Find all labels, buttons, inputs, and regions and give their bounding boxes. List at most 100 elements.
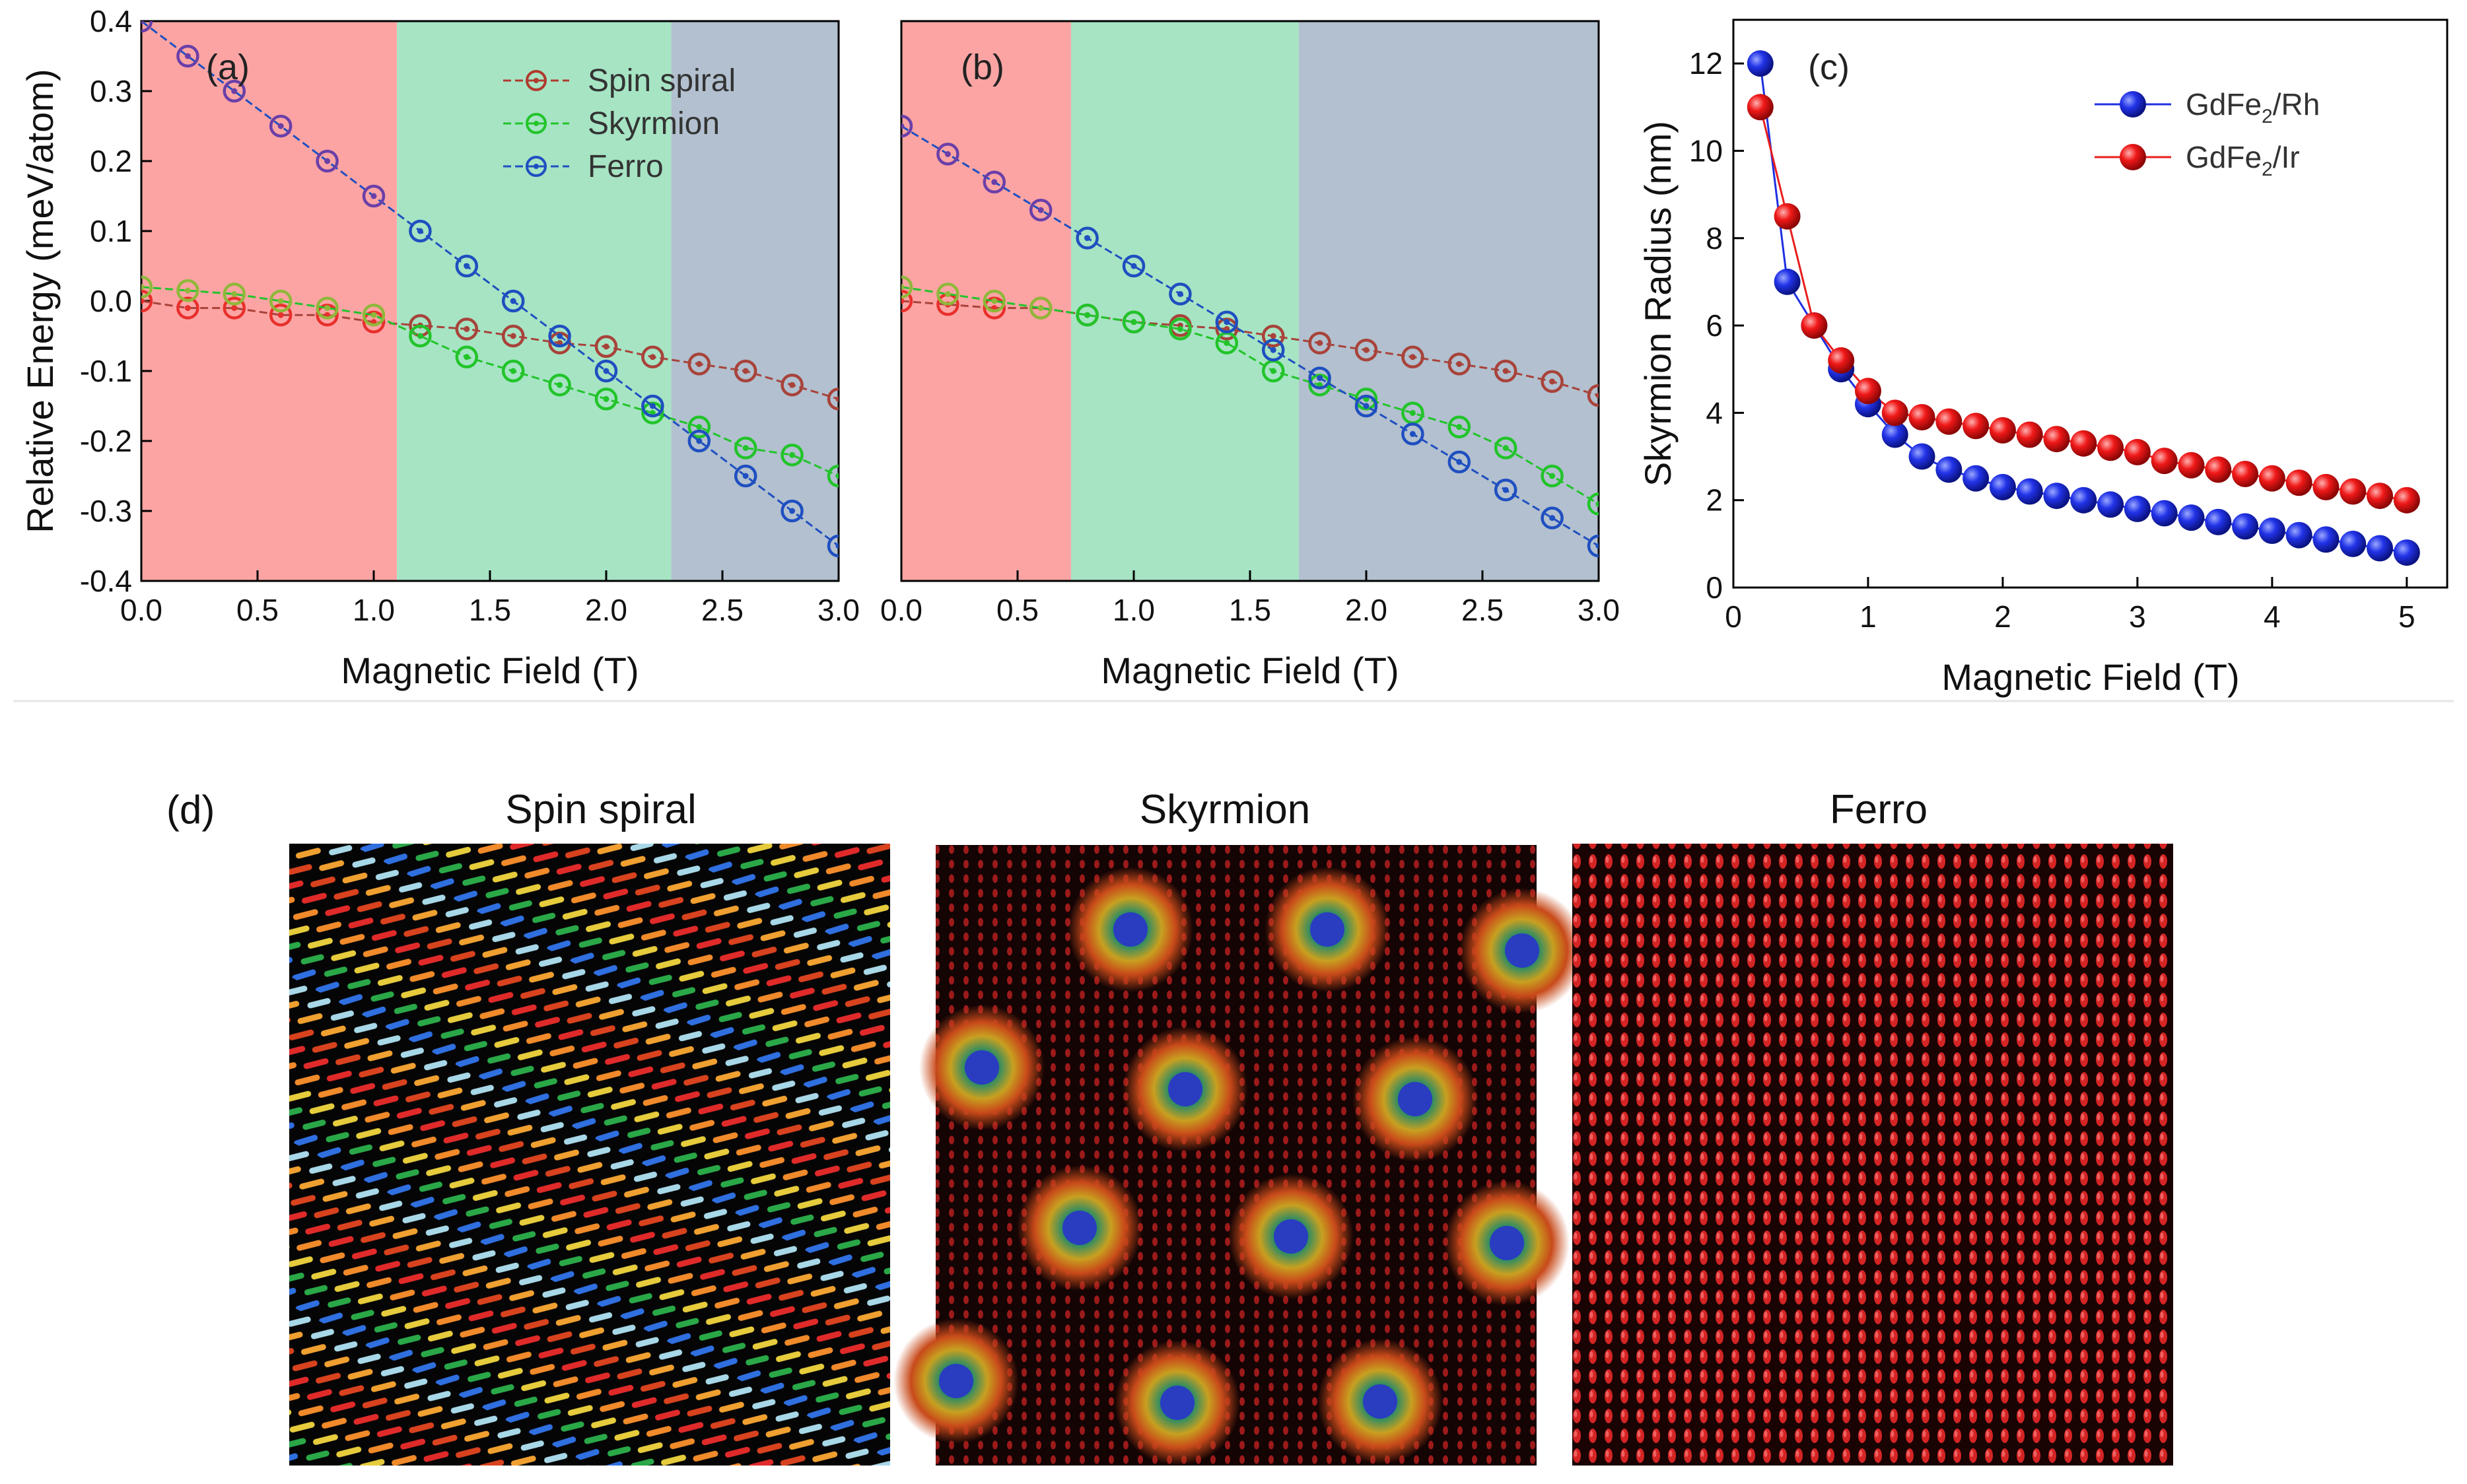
point-b-ferro-10 [1354,394,1378,418]
axis-a: 0.0 0.5 1.0 1.5 2.0 2.5 3.0 -0.4 -0.3 -0.2 -0.1 0.0… [80,4,860,627]
point-dot-a-spin-spiral-11 [649,354,656,360]
legend-dot-skyrmion [534,121,539,126]
point-c-gdfe2-rh-1 [1774,268,1801,295]
point-dot-b-skyrmion-6 [1177,325,1183,332]
point-c-gdfe2-ir-8 [1963,413,1990,440]
skyrmion-centre-2 [1505,933,1539,968]
skyrmion-centre-4 [1168,1072,1202,1106]
point-dot-b-spin-spiral-10 [1363,347,1370,353]
point-b-spin-spiral-15 [1587,384,1599,407]
point-dot-a-spin-spiral-3 [277,312,284,318]
point-c-gdfe2-ir-10 [2016,421,2043,448]
point-c-gdfe2-rh-5 [1881,421,1908,448]
point-a-spin-spiral-8 [501,324,525,348]
point-c-gdfe2-ir-3 [1828,347,1855,374]
point-a-spin-spiral-15 [827,388,839,411]
point-c-gdfe2-rh-23 [2367,535,2394,562]
point-dot-a-spin-spiral-15 [835,395,839,402]
point-a-spin-spiral-11 [641,345,664,369]
point-a-spin-spiral-7 [455,318,479,341]
xtick-label-b-2-5: 2.5 [1461,593,1504,627]
point-dot-a-ferro-13 [742,473,749,479]
point-dot-a-spin-spiral-14 [789,382,796,388]
point-c-gdfe2-rh-14 [2124,495,2151,522]
point-b-skyrmion-6 [1169,318,1192,341]
ytick-label-a-0-1: 0.1 [90,214,132,248]
point-b-skyrmion-1 [936,283,959,306]
point-c-gdfe2-ir-17 [2205,456,2232,483]
point-b-ferro-12 [1447,450,1471,474]
xlabel-c: Magnetic Field (T) [1941,656,2239,698]
point-a-spin-spiral-1 [176,296,199,320]
legend-c: GdFe2/Rh GdFe2/Ir [2095,87,2320,180]
point-dot-a-ferro-9 [557,333,563,339]
point-c-gdfe2-ir-1 [1774,203,1801,230]
point-a-ferro-3 [269,114,293,138]
panel-label-a: (a) [206,48,250,87]
point-c-gdfe2-rh-12 [2070,487,2097,514]
point-dot-b-ferro-5 [1130,263,1137,269]
point-b-spin-spiral-0 [901,289,913,313]
point-b-skyrmion-4 [1076,303,1099,327]
point-dot-b-skyrmion-4 [1084,312,1091,318]
point-b-ferro-0 [901,114,913,138]
point-dot-b-ferro-15 [1595,543,1599,549]
legend-marker-spin-spiral [526,70,547,91]
point-a-skyrmion-9 [548,373,571,397]
point-b-ferro-9 [1308,366,1331,389]
series-line-b-skyrmion [901,286,1599,505]
point-c-gdfe2-ir-21 [2312,473,2340,500]
xtick-label-b-1-5: 1.5 [1229,593,1271,627]
xtick-label-a-0-5: 0.5 [236,593,279,627]
point-c-gdfe2-ir-24 [2393,487,2420,514]
xtick-label-b-0-0: 0.0 [880,593,922,627]
point-dot-b-ferro-0 [901,123,905,129]
point-dot-b-ferro-2 [991,179,998,186]
point-dot-b-ferro-10 [1363,403,1370,409]
series-line-b-spin-spiral [901,300,1599,397]
point-a-ferro-14 [781,499,804,523]
panel-label-d: (d) [166,788,215,832]
point-c-gdfe2-ir-23 [2367,483,2394,510]
xlabel-b: Magnetic Field (T) [1101,650,1399,691]
ytick-label-a-0-2: 0.2 [90,144,132,178]
point-b-spin-spiral-10 [1354,338,1378,362]
point-dot-a-ferro-10 [603,368,609,374]
xtick-label-a-3-0: 3.0 [817,593,860,627]
regions-a [141,21,839,581]
point-dot-b-skyrmion-14 [1549,473,1556,479]
point-dot-b-skyrmion-7 [1224,340,1230,347]
ytick-label-c-0: 0 [1706,570,1723,605]
point-dot-b-skyrmion-12 [1456,424,1463,430]
region-a-1 [397,21,672,581]
point-dot-a-skyrmion-10 [603,395,609,402]
point-b-spin-spiral-14 [1541,370,1564,393]
point-dot-a-spin-spiral-0 [141,298,145,304]
point-a-skyrmion-13 [734,436,757,459]
point-c-gdfe2-ir-19 [2258,465,2285,492]
xtick-label-c-5: 5 [2398,599,2415,634]
point-b-skyrmion-0 [901,275,913,299]
skyrmion-centre-3 [965,1050,999,1085]
point-a-skyrmion-3 [269,289,293,313]
xlabel-a: Magnetic Field (T) [341,650,639,691]
chart-b: 0.0 0.5 1.0 1.5 2.0 2.5 3.0 (b) Magnetic Field… [880,20,1620,691]
ytick-label-c-4: 4 [1706,395,1723,430]
xtick-label-a-1-5: 1.5 [469,593,511,627]
point-a-ferro-13 [734,464,757,488]
xtick-label-c-1: 1 [1859,599,1877,634]
xtick-label-a-0-0: 0.0 [120,593,162,627]
ytick-label-a-0-3: -0.3 [80,494,132,528]
skyrmion-centre-0 [1113,912,1148,947]
point-dot-b-spin-spiral-11 [1409,354,1416,360]
point-a-ferro-9 [548,324,571,348]
ytick-label-a-0-0: 0.0 [90,284,132,318]
legend-label-gdfe2-rh-sub: 2 [2262,106,2273,127]
image-skyrmion [893,845,1585,1466]
point-dot-a-ferro-2 [231,88,238,94]
point-c-gdfe2-rh-8 [1963,465,1990,492]
point-c-gdfe2-rh-16 [2178,504,2205,531]
